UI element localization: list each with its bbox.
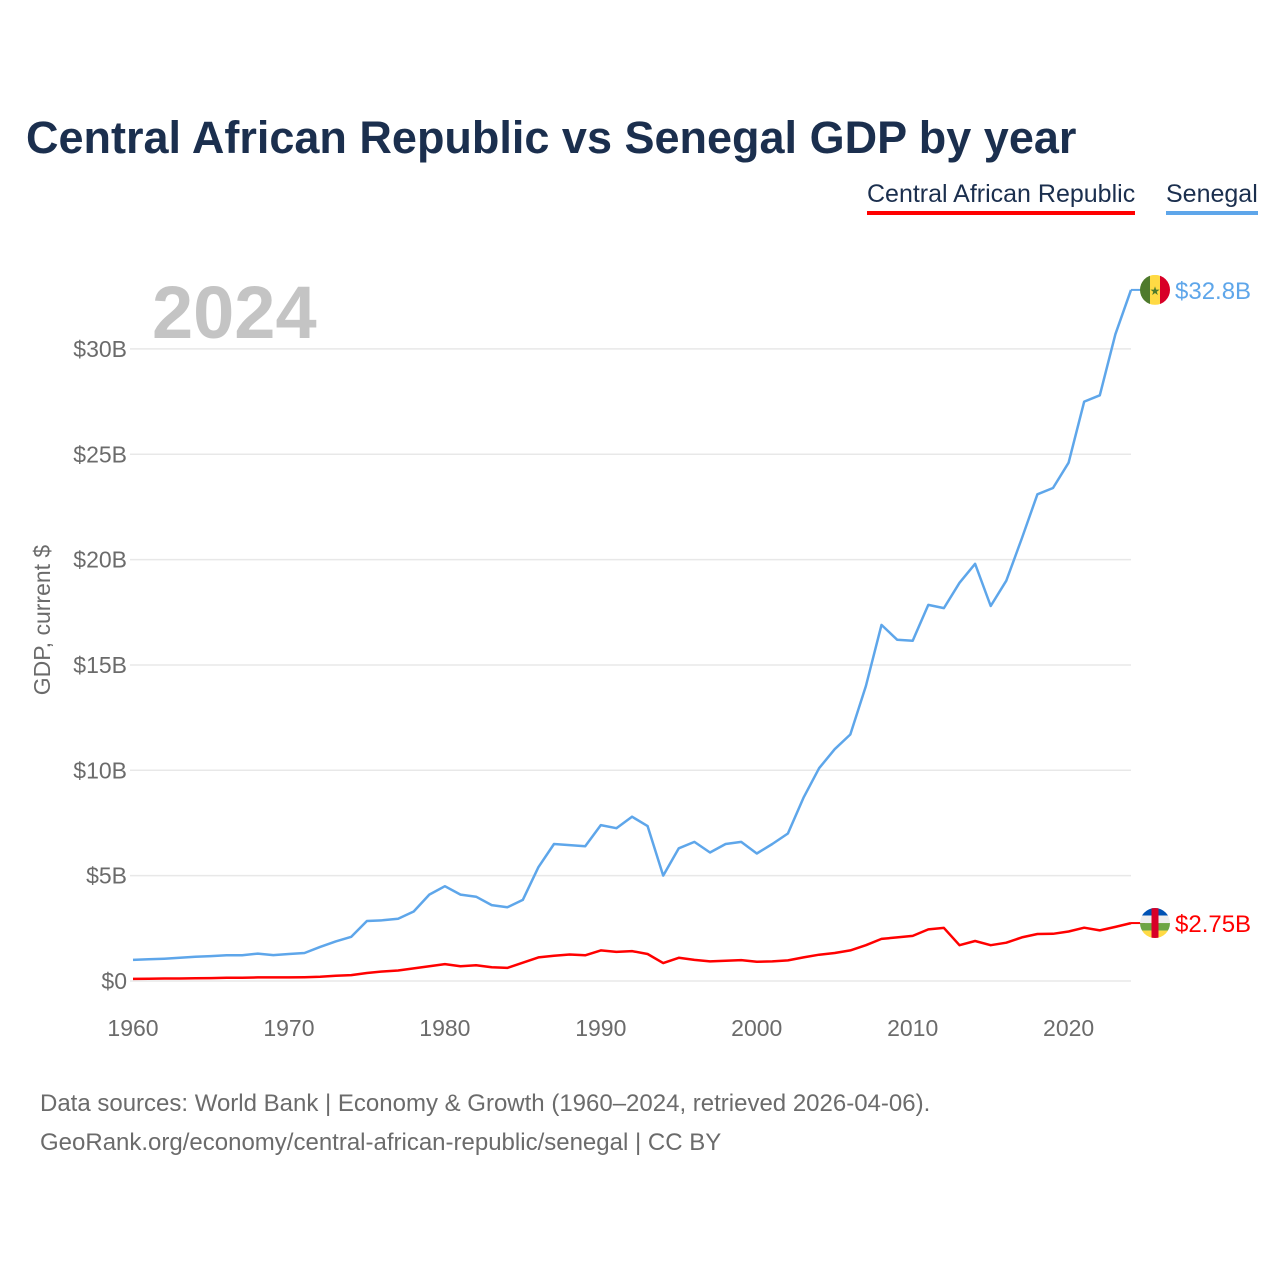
- senegal-flag-icon: ★: [1140, 274, 1170, 305]
- x-tick-label: 1960: [107, 1015, 158, 1041]
- end-value-label: $32.8B: [1175, 278, 1251, 305]
- y-tick-label: $30B: [73, 336, 127, 362]
- y-tick-label: $20B: [73, 547, 127, 573]
- legend-central-african-republic[interactable]: Central African Republic: [867, 180, 1136, 215]
- series-line-senegal: [132, 289, 1133, 962]
- y-tick-label: $10B: [73, 757, 127, 783]
- central-african-republic-flag-icon: [1140, 908, 1170, 939]
- legend-senegal[interactable]: Senegal: [1166, 180, 1258, 215]
- chart-title: Central African Republic vs Senegal GDP …: [26, 112, 1077, 163]
- y-tick-label: $25B: [73, 441, 127, 467]
- source-line-2[interactable]: GeoRank.org/economy/central-african-repu…: [40, 1129, 722, 1156]
- x-tick-label: 2010: [887, 1015, 938, 1041]
- x-tick-label: 2000: [731, 1015, 782, 1041]
- series-line-central-african-republic: [132, 921, 1132, 981]
- end-value-label: $2.75B: [1175, 911, 1251, 938]
- source-note: Data sources: World Bank | Economy & Gro…: [40, 1084, 930, 1162]
- y-axis-label: GDP, current $: [29, 545, 55, 696]
- y-tick-label: $5B: [86, 863, 127, 889]
- y-tick-label: $15B: [73, 652, 127, 678]
- x-tick-label: 1990: [575, 1015, 626, 1041]
- year-watermark: 2024: [152, 271, 317, 354]
- y-tick-label: $0: [101, 968, 127, 994]
- x-tick-label: 1970: [263, 1015, 314, 1041]
- svg-text:★: ★: [1150, 284, 1161, 298]
- source-line-1: Data sources: World Bank | Economy & Gro…: [40, 1090, 931, 1117]
- x-tick-label: 2020: [1043, 1015, 1094, 1041]
- x-tick-label: 1980: [419, 1015, 470, 1041]
